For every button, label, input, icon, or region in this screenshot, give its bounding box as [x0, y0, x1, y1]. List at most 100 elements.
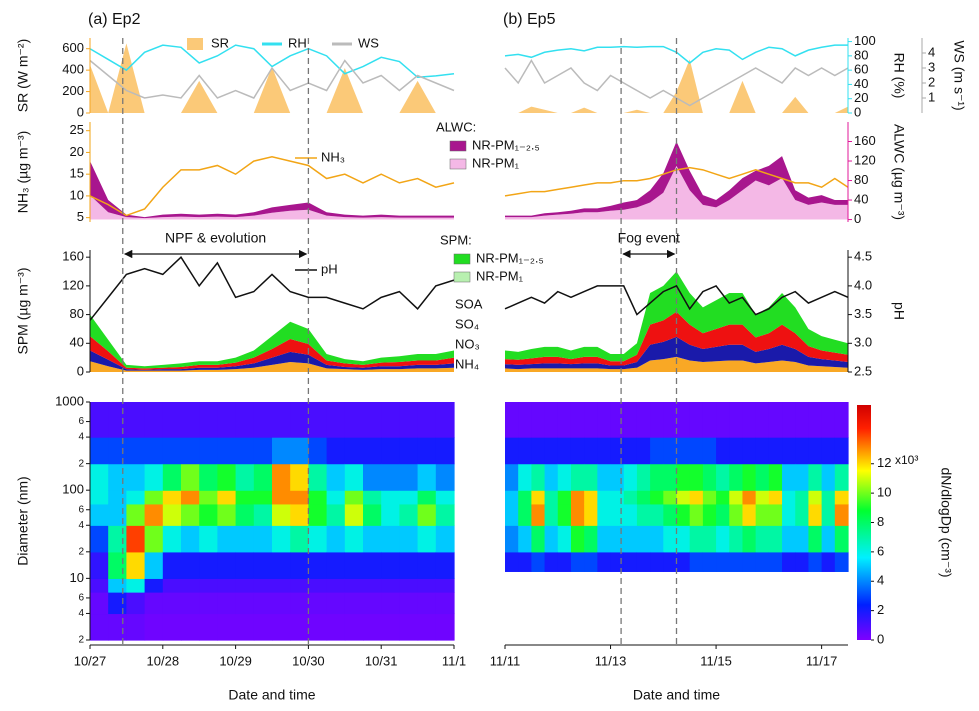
- heat-cell: [217, 578, 237, 593]
- y2-axis-label: RH (%): [891, 53, 907, 99]
- tick-label: 15: [70, 166, 84, 181]
- heat-cell: [217, 463, 237, 491]
- heat-cell: [417, 551, 437, 579]
- heat-cell: [663, 490, 678, 505]
- heat-cell: [650, 503, 664, 526]
- heat-cell: [126, 525, 146, 553]
- heat-cell: [584, 402, 598, 438]
- heat-cell: [326, 613, 346, 641]
- heat-cell: [821, 437, 836, 465]
- heat-cell: [795, 402, 810, 438]
- heat-cell: [650, 437, 664, 465]
- heat-cell: [199, 503, 218, 526]
- heat-cell: [834, 503, 849, 526]
- heat-cell: [90, 525, 109, 553]
- heat-cell: [144, 463, 164, 491]
- heat-cell: [795, 525, 810, 553]
- heat-cell: [518, 525, 532, 553]
- heat-cell: [808, 437, 823, 465]
- heat-cell: [162, 402, 182, 438]
- heat-cell: [144, 437, 164, 465]
- heat-cell: [162, 525, 182, 553]
- heat-cell: [363, 551, 382, 579]
- heat-cell: [755, 551, 770, 572]
- heat-cell: [755, 490, 770, 505]
- heat-cell: [308, 463, 328, 491]
- heat-cell: [399, 525, 419, 553]
- legend-label: SO₄: [455, 316, 479, 331]
- heat-cell: [689, 503, 704, 526]
- heat-cell: [199, 551, 218, 579]
- heat-cell: [597, 437, 612, 465]
- heat-cell: [399, 503, 419, 526]
- tick-label: 160: [854, 133, 876, 148]
- heat-cell: [729, 551, 744, 572]
- heat-cell: [162, 578, 182, 593]
- heat-cell: [199, 463, 218, 491]
- tick-label: 12: [877, 455, 891, 470]
- heat-cell: [531, 490, 546, 505]
- heat-cell: [326, 402, 346, 438]
- heat-cell: [570, 437, 585, 465]
- heat-cell: [199, 402, 218, 438]
- heat-cell: [531, 551, 546, 572]
- heat-cell: [108, 613, 127, 641]
- heat-cell: [716, 490, 730, 505]
- heat-cell: [272, 551, 291, 579]
- heat-cell: [531, 525, 546, 553]
- heat-cell: [795, 463, 810, 491]
- heat-cell: [199, 613, 218, 641]
- legend-label: NO₃: [455, 336, 480, 351]
- heat-cell: [597, 463, 612, 491]
- heat-cell: [144, 402, 164, 438]
- tick-label: 80: [70, 306, 84, 321]
- heat-cell: [518, 402, 532, 438]
- heat-cell: [417, 525, 437, 553]
- legend-label: WS: [358, 35, 379, 50]
- tick-label: 80: [854, 47, 868, 62]
- heat-cell: [126, 551, 146, 579]
- heat-cell: [217, 592, 237, 615]
- tick-label: 100: [854, 33, 876, 48]
- heat-cell: [557, 503, 572, 526]
- heat-cell: [755, 503, 770, 526]
- heat-cell: [144, 578, 164, 593]
- panel-title: (a) Ep2: [88, 11, 141, 28]
- heat-cell: [808, 402, 823, 438]
- legend-swatch: [187, 38, 203, 50]
- heat-cell: [126, 402, 146, 438]
- heat-cell: [399, 437, 419, 465]
- x-tick-label: 11/17: [806, 653, 838, 668]
- heat-cell: [716, 503, 730, 526]
- heat-cell: [253, 578, 273, 593]
- heat-cell: [417, 503, 437, 526]
- heat-cell: [344, 525, 364, 553]
- x-axis-label: Date and time: [228, 687, 315, 703]
- heat-cell: [363, 402, 382, 438]
- heat-cell: [834, 551, 849, 572]
- heat-cell: [544, 525, 559, 553]
- heat-cell: [623, 437, 638, 465]
- heat-cell: [181, 463, 200, 491]
- heat-cell: [235, 578, 255, 593]
- x-tick-label: 10/27: [74, 653, 107, 668]
- heat-cell: [344, 613, 364, 641]
- heat-cell: [235, 503, 255, 526]
- heat-cell: [126, 592, 146, 615]
- line: [89, 59, 455, 99]
- heat-cell: [181, 578, 200, 593]
- tick-label: 2: [78, 546, 84, 557]
- heat-cell: [144, 551, 164, 579]
- heat-cell: [544, 437, 559, 465]
- heat-cell: [253, 490, 273, 505]
- tick-label: 3.0: [854, 335, 872, 350]
- heat-cell: [417, 592, 437, 615]
- heat-cell: [531, 463, 546, 491]
- heat-cell: [126, 503, 146, 526]
- heat-cell: [108, 592, 127, 615]
- heat-cell: [795, 437, 810, 465]
- heat-cell: [108, 463, 127, 491]
- heat-cell: [557, 463, 572, 491]
- heat-cell: [181, 503, 200, 526]
- legend-title: SPM:: [440, 232, 472, 247]
